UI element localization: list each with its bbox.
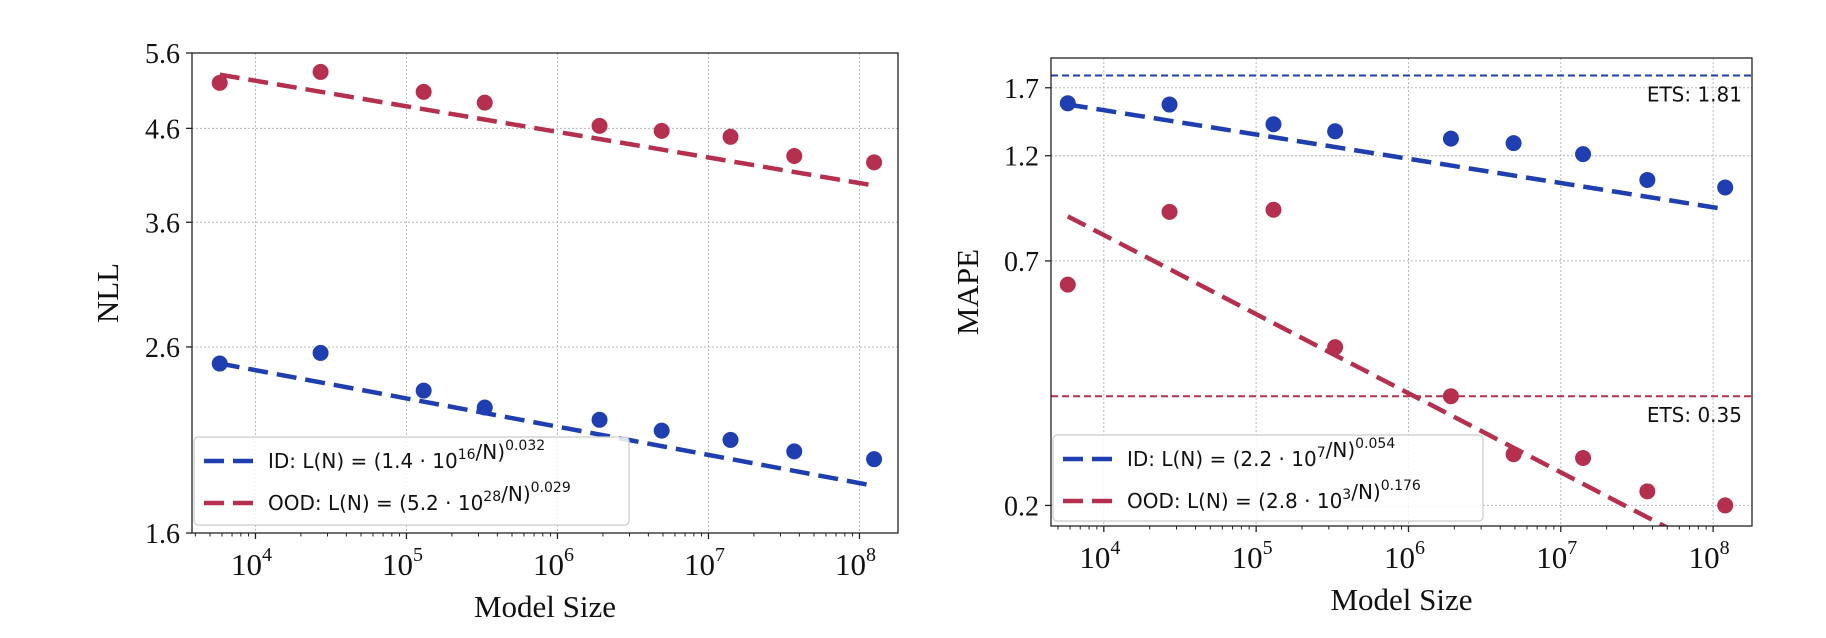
legend-box-2: [1052, 434, 1484, 522]
point-id-9: [1717, 179, 1734, 196]
x-axis-label-1: Model Size: [474, 589, 616, 624]
chart-panel-2: ETS: 1.81 ETS: 0.35 104 105 106 107 108 0.2 0.7 1…: [950, 57, 1753, 617]
x-tick-label-3: 106: [533, 544, 574, 582]
point-id-4: [476, 399, 493, 416]
x-tick-label-2: 105: [1232, 537, 1273, 575]
plot-area-2: [1059, 95, 1734, 526]
x-tick-label-5: 108: [1689, 537, 1730, 575]
y-tick-label-1: 0.2: [1004, 491, 1039, 522]
y-tick-label-1: 1.6: [145, 519, 180, 550]
reference-line-label-2: ETS: 0.35: [1647, 403, 1742, 427]
fit-line-ood: [1066, 214, 1670, 526]
fit-line-id: [1067, 102, 1726, 212]
legend-entry-ood: OOD: L(N) = (5.2 · 1028/N)0.029: [268, 480, 571, 515]
point-ood-9: [866, 154, 883, 171]
point-ood-1: [211, 74, 228, 91]
legend-entry-ood: OOD: L(N) = (2.8 · 103/N)0.176: [1127, 478, 1421, 513]
point-id-5: [1442, 130, 1459, 147]
y-tick-label-3: 1.2: [1004, 142, 1039, 173]
point-ood-6: [1505, 446, 1522, 463]
legend-box-1: [193, 436, 630, 526]
x-tick-label-4: 107: [684, 544, 725, 582]
point-id-7: [1575, 146, 1592, 163]
x-tick-label-1: 104: [231, 544, 272, 582]
point-id-3: [415, 382, 432, 399]
point-ood-4: [1327, 339, 1344, 356]
point-id-2: [1161, 96, 1178, 113]
reference-line-label-1: ETS: 1.81: [1647, 83, 1742, 107]
point-ood-7: [1575, 450, 1592, 467]
point-ood-7: [722, 128, 739, 145]
point-ood-5: [591, 117, 608, 134]
point-ood-8: [1639, 483, 1656, 500]
point-id-8: [1639, 171, 1656, 188]
legend-entry-id: ID: L(N) = (1.4 · 1016/N)0.032: [268, 438, 545, 473]
point-ood-6: [653, 122, 670, 139]
legend-1: ID: L(N) = (1.4 · 1016/N)0.032 OOD: L(N) …: [193, 436, 630, 526]
point-id-1: [1059, 95, 1076, 112]
y-axis-label-1: NLL: [90, 263, 125, 323]
y-tick-label-3: 3.6: [145, 208, 180, 239]
point-ood-2: [312, 63, 329, 80]
point-ood-2: [1161, 203, 1178, 220]
point-ood-9: [1717, 497, 1734, 514]
legend-entry-id: ID: L(N) = (2.2 · 107/N)0.054: [1127, 436, 1395, 471]
point-ood-5: [1442, 388, 1459, 405]
y-tick-label-2: 2.6: [145, 333, 180, 364]
x-tick-label-2: 105: [382, 544, 423, 582]
point-id-5: [591, 411, 608, 428]
y-tick-label-2: 0.7: [1004, 247, 1039, 278]
x-axis-label-2: Model Size: [1330, 582, 1472, 617]
point-id-9: [866, 451, 883, 468]
legend-2: ID: L(N) = (2.2 · 107/N)0.054 OOD: L(N) =…: [1052, 434, 1484, 522]
fit-line-id: [219, 361, 875, 489]
chart-panel-1: 104 105 106 107 108 1.6 2.6 3.6 4.6 5.6 Model Size…: [90, 39, 899, 624]
plot-area-1: [211, 63, 883, 489]
point-id-2: [312, 344, 329, 361]
x-tick-label-3: 106: [1384, 537, 1425, 575]
point-ood-3: [1265, 201, 1282, 218]
point-id-3: [1265, 116, 1282, 133]
fit-line-ood: [219, 72, 875, 188]
point-id-6: [653, 422, 670, 439]
point-ood-4: [476, 94, 493, 111]
point-id-7: [722, 431, 739, 448]
point-id-4: [1327, 123, 1344, 140]
point-id-8: [786, 443, 803, 460]
y-tick-label-4: 1.7: [1004, 74, 1039, 105]
x-tick-label-4: 107: [1536, 537, 1577, 575]
point-id-1: [211, 355, 228, 372]
x-tick-label-5: 108: [835, 544, 876, 582]
y-tick-label-5: 5.6: [145, 39, 180, 70]
x-tick-label-1: 104: [1079, 537, 1120, 575]
point-ood-1: [1059, 276, 1076, 293]
y-tick-label-4: 4.6: [145, 114, 180, 145]
y-axis-label-2: MAPE: [950, 249, 985, 335]
point-ood-8: [786, 147, 803, 164]
point-id-6: [1505, 135, 1522, 152]
axes-frame-1: [191, 52, 899, 534]
point-ood-3: [415, 83, 432, 100]
